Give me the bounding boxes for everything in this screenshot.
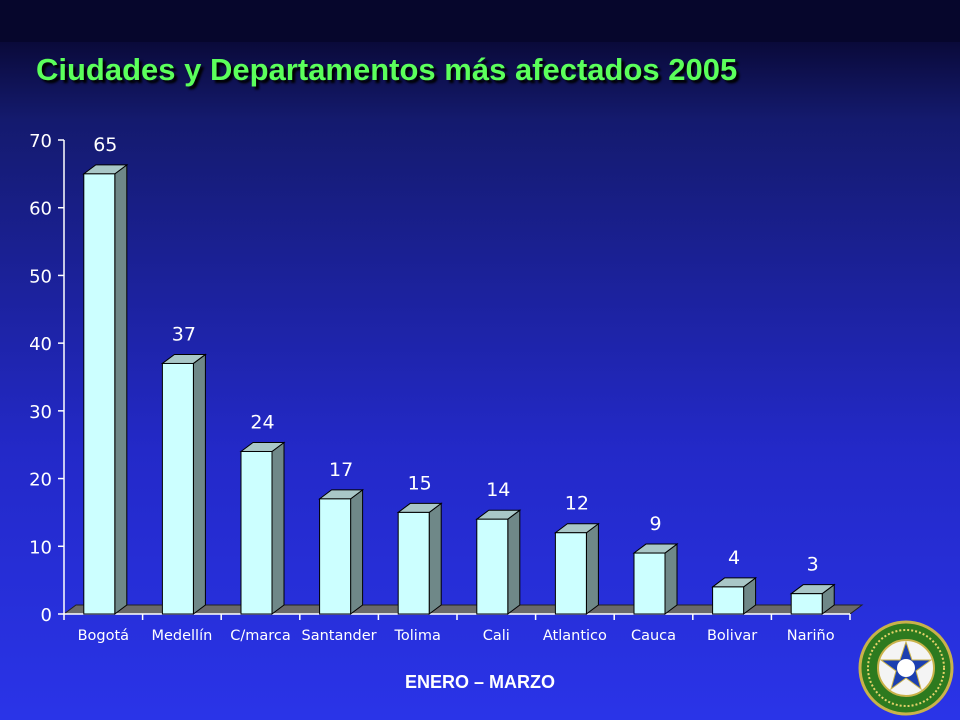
bar bbox=[633, 552, 666, 615]
slide-title: Ciudades y Departamentos más afectados 2… bbox=[36, 52, 738, 87]
bar-side bbox=[271, 441, 285, 615]
bar-side bbox=[428, 502, 442, 615]
x-category-label: Nariño bbox=[787, 628, 835, 644]
y-tick-label: 40 bbox=[29, 334, 52, 355]
top-band bbox=[0, 0, 960, 42]
bar bbox=[161, 362, 194, 615]
bar-side bbox=[350, 488, 364, 615]
bar bbox=[790, 593, 823, 615]
y-tick-label: 20 bbox=[29, 470, 52, 491]
bar bbox=[554, 532, 587, 615]
bar-data-label: 15 bbox=[408, 472, 432, 494]
x-category-label: Cali bbox=[483, 628, 510, 644]
bar-data-label: 9 bbox=[649, 513, 661, 535]
bar bbox=[476, 518, 509, 615]
police-seal-emblem bbox=[858, 620, 954, 716]
x-category-label: Bogotá bbox=[78, 628, 129, 644]
y-tick-label: 50 bbox=[29, 266, 52, 287]
period-footer: ENERO – MARZO bbox=[404, 672, 555, 692]
y-tick-label: 0 bbox=[41, 605, 52, 626]
bar-side bbox=[507, 509, 521, 615]
y-tick-label: 70 bbox=[29, 131, 52, 152]
y-tick-label: 60 bbox=[29, 199, 52, 220]
y-tick-label: 10 bbox=[29, 537, 52, 558]
bar-data-label: 65 bbox=[93, 134, 117, 156]
x-category-label: Cauca bbox=[631, 628, 676, 644]
bar-data-label: 37 bbox=[172, 323, 196, 345]
bar bbox=[319, 498, 352, 615]
bar-side bbox=[664, 543, 678, 615]
x-category-label: C/marca bbox=[230, 628, 291, 644]
bar-data-label: 4 bbox=[728, 547, 740, 569]
bar bbox=[712, 586, 745, 615]
x-category-label: Medellín bbox=[151, 628, 212, 644]
bar-data-label: 12 bbox=[565, 493, 589, 515]
bar-data-label: 3 bbox=[807, 554, 819, 576]
bar bbox=[83, 173, 116, 615]
bar-data-label: 24 bbox=[250, 411, 274, 433]
x-category-label: Tolima bbox=[394, 628, 441, 644]
bar-side bbox=[192, 353, 206, 615]
x-category-label: Santander bbox=[302, 628, 377, 644]
y-tick-label: 30 bbox=[29, 402, 52, 423]
bar bbox=[397, 511, 430, 615]
bar-data-label: 17 bbox=[329, 459, 353, 481]
bar-side bbox=[114, 163, 128, 615]
bar bbox=[240, 450, 273, 615]
bar-data-label: 14 bbox=[486, 479, 510, 501]
x-category-label: Bolivar bbox=[707, 628, 757, 644]
x-category-label: Atlantico bbox=[543, 628, 607, 644]
bar-side bbox=[585, 522, 599, 615]
